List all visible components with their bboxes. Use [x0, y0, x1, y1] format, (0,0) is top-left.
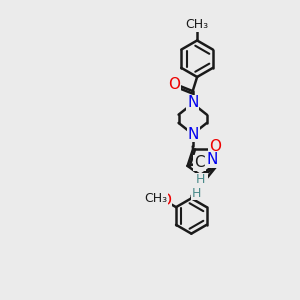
Text: CH₃: CH₃ — [145, 192, 168, 206]
Text: N: N — [188, 127, 199, 142]
Text: N: N — [206, 152, 218, 167]
Text: H: H — [196, 173, 206, 186]
Text: CH₃: CH₃ — [185, 18, 209, 32]
Text: C: C — [194, 155, 205, 170]
Text: O: O — [208, 139, 220, 154]
Text: H: H — [192, 187, 201, 200]
Text: N: N — [187, 95, 198, 110]
Text: O: O — [168, 77, 180, 92]
Text: N: N — [196, 173, 207, 188]
Text: O: O — [160, 193, 172, 208]
